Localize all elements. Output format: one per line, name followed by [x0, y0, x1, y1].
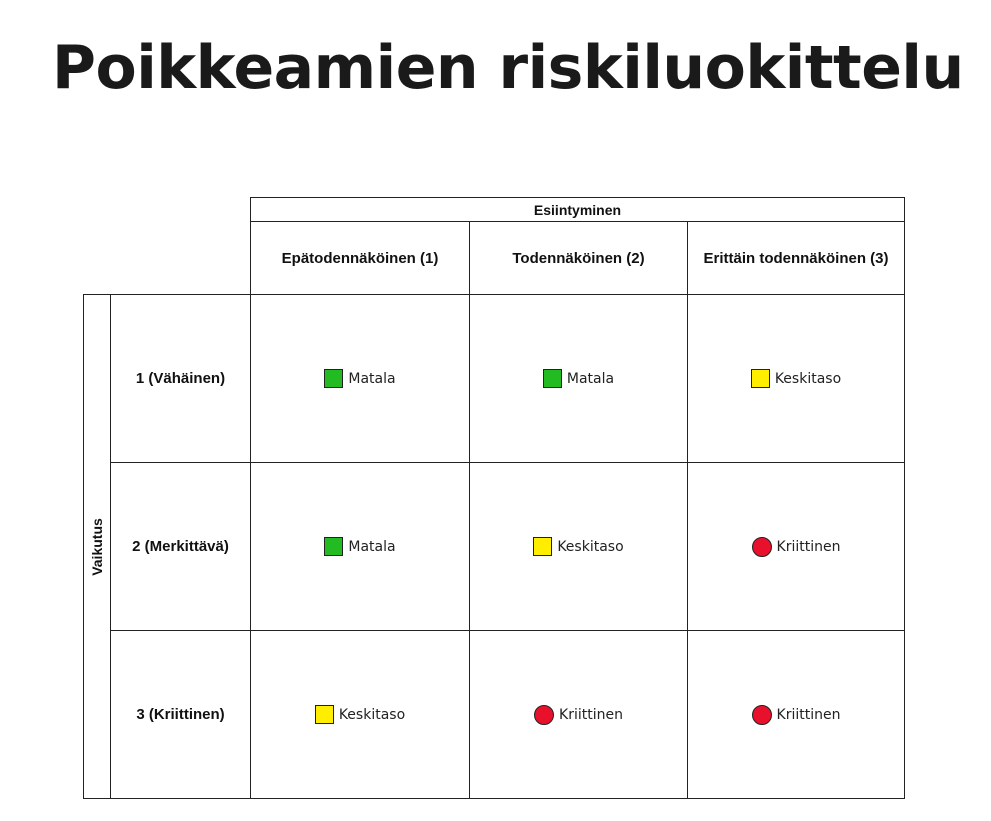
column-axis-header: Esiintyminen — [250, 197, 905, 222]
risk-level-circle-icon — [751, 704, 772, 725]
matrix-cell: Kriittinen — [687, 462, 905, 631]
risk-level-label: Matala — [348, 538, 396, 555]
matrix-cell: Kriittinen — [469, 630, 688, 799]
column-header-label: Epätodennäköinen (1) — [281, 249, 439, 267]
risk-level-label: Kriittinen — [776, 706, 841, 723]
matrix-cell: Keskitaso — [250, 630, 470, 799]
row-header: 3 (Kriittinen) — [110, 630, 251, 799]
column-header: Epätodennäköinen (1) — [250, 221, 470, 295]
risk-level-square-icon — [314, 705, 334, 724]
matrix-cell: Keskitaso — [687, 294, 905, 463]
column-header-label: Erittäin todennäköinen (3) — [703, 249, 889, 267]
matrix-cell: Matala — [250, 294, 470, 463]
row-header-label: 3 (Kriittinen) — [136, 706, 225, 723]
risk-level-label: Keskitaso — [774, 370, 842, 387]
risk-level-square-icon — [533, 537, 553, 556]
risk-level-circle-icon — [751, 536, 772, 557]
column-header: Todennäköinen (2) — [469, 221, 688, 295]
row-axis-label: Vaikutus — [89, 517, 105, 576]
matrix-cell: Matala — [250, 462, 470, 631]
risk-level-square-icon — [750, 369, 770, 388]
row-header-label: 2 (Merkittävä) — [132, 538, 229, 555]
row-header-label: 1 (Vähäinen) — [135, 370, 226, 387]
page-title: Poikkeamien riskiluokittelu — [52, 33, 964, 103]
risk-level-label: Kriittinen — [559, 706, 623, 723]
row-header: 2 (Merkittävä) — [110, 462, 251, 631]
row-axis-header: Vaikutus — [83, 294, 111, 799]
risk-level-square-icon — [324, 369, 344, 388]
risk-level-label: Matala — [566, 370, 615, 387]
risk-level-label: Keskitaso — [338, 706, 406, 723]
risk-level-square-icon — [324, 537, 344, 556]
matrix-cell: Matala — [469, 294, 688, 463]
column-header-label: Todennäköinen (2) — [512, 249, 645, 267]
column-header: Erittäin todennäköinen (3) — [687, 221, 905, 295]
matrix-cell: Kriittinen — [687, 630, 905, 799]
row-header: 1 (Vähäinen) — [110, 294, 251, 463]
risk-level-label: Keskitaso — [557, 538, 624, 555]
risk-level-circle-icon — [534, 704, 555, 725]
risk-level-label: Matala — [348, 370, 396, 387]
column-axis-label: Esiintyminen — [533, 201, 622, 218]
risk-level-label: Kriittinen — [776, 538, 841, 555]
risk-level-square-icon — [542, 369, 562, 388]
matrix-cell: Keskitaso — [469, 462, 688, 631]
